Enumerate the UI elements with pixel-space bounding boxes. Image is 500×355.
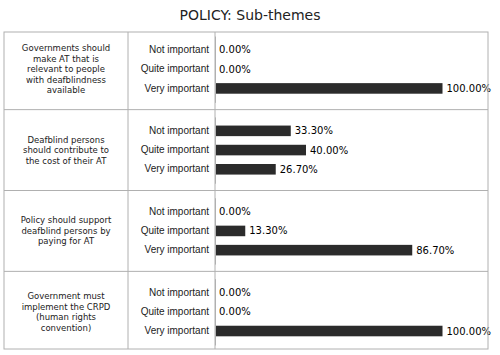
group-label-line: Governments should bbox=[22, 43, 110, 53]
value-label: 0.00% bbox=[219, 306, 251, 317]
tick: Quite important bbox=[141, 306, 210, 317]
tick-label: Very important bbox=[145, 325, 210, 336]
group-divider bbox=[4, 109, 488, 110]
value-label: 0.00% bbox=[219, 287, 251, 298]
bars bbox=[215, 83, 443, 336]
tick: Very important bbox=[145, 83, 210, 94]
y-axis: Not important Quite important Very importa… bbox=[141, 117, 216, 183]
value-label: 100.00% bbox=[447, 326, 492, 337]
tick-label: Not important bbox=[149, 125, 209, 136]
tick: Not important bbox=[149, 287, 209, 298]
tick-label: Very important bbox=[145, 163, 210, 174]
value-label: 0.00% bbox=[219, 206, 251, 217]
tick-label: Quite important bbox=[141, 225, 210, 236]
group-label-line: deafblind persons by bbox=[21, 226, 110, 236]
value-label: 13.30% bbox=[249, 225, 287, 236]
group-label-line: (human rights bbox=[36, 312, 97, 322]
y-axis: Not important Quite important Very importa… bbox=[141, 279, 216, 345]
value-label: 100.00% bbox=[447, 83, 492, 94]
bar bbox=[215, 145, 306, 156]
tick: Quite important bbox=[141, 144, 210, 155]
group-label: Governments shouldmake AT that isrelevan… bbox=[22, 43, 110, 95]
tick-label: Quite important bbox=[141, 144, 210, 155]
bar bbox=[215, 226, 245, 237]
group-label-line: the cost of their AT bbox=[26, 156, 108, 166]
tick: Not important bbox=[149, 206, 209, 217]
tick: Quite important bbox=[141, 225, 210, 236]
group-label-line: convention) bbox=[41, 323, 92, 333]
group-label: Deafblind personsshould contribute tothe… bbox=[23, 135, 109, 166]
y-axis: Not important Quite important Very importa… bbox=[141, 37, 216, 103]
frame-border bbox=[4, 32, 488, 349]
tick-label: Quite important bbox=[141, 306, 210, 317]
group-label-line: relevant to people bbox=[27, 64, 105, 74]
value-label: 86.70% bbox=[416, 245, 454, 256]
group-label: Policy should supportdeafblind persons b… bbox=[21, 215, 112, 246]
plot: 0.00% 0.00% 100.00% Not important Quite impo… bbox=[4, 32, 491, 349]
bar bbox=[215, 245, 412, 256]
group-label-line: should contribute to bbox=[23, 145, 109, 155]
group-label-line: Deafblind persons bbox=[27, 135, 105, 145]
tick-label: Not important bbox=[149, 44, 209, 55]
group-label-line: make AT that is bbox=[33, 54, 99, 64]
tick-label: Not important bbox=[149, 287, 209, 298]
value-label: 0.00% bbox=[219, 64, 251, 75]
tick: Quite important bbox=[141, 63, 210, 74]
tick: Very important bbox=[145, 163, 210, 174]
group-label-line: paying for AT bbox=[38, 236, 95, 246]
bar bbox=[215, 326, 443, 337]
tick: Not important bbox=[149, 125, 209, 136]
tick-label: Very important bbox=[145, 83, 210, 94]
group-label-line: Policy should support bbox=[21, 215, 112, 225]
value-label: 0.00% bbox=[219, 44, 251, 55]
tick: Not important bbox=[149, 44, 209, 55]
y-axis: Not important Quite important Very importa… bbox=[141, 198, 216, 264]
tick: Very important bbox=[145, 244, 210, 255]
group-label-line: Government must bbox=[27, 291, 105, 301]
value-label: 33.30% bbox=[295, 125, 333, 136]
value-label: 40.00% bbox=[310, 145, 348, 156]
label-separator bbox=[128, 32, 129, 349]
tick-label: Not important bbox=[149, 206, 209, 217]
group-label: Government mustimplement the CRPD(human … bbox=[22, 291, 111, 333]
value-label: 26.70% bbox=[280, 164, 318, 175]
group-label-line: with deafblindness bbox=[26, 75, 107, 85]
group-divider bbox=[4, 271, 488, 272]
tick-label: Very important bbox=[145, 244, 210, 255]
bar bbox=[215, 83, 443, 94]
x-range-start bbox=[215, 32, 216, 349]
group-divider bbox=[4, 190, 488, 191]
bar bbox=[215, 164, 276, 175]
title: POLICY: Sub-themes bbox=[180, 7, 321, 23]
group-label-line: implement the CRPD bbox=[22, 302, 111, 312]
chart: POLICY: Sub-themes 0.00% 0.00% 100.00% Not i… bbox=[0, 0, 500, 355]
frame bbox=[4, 32, 488, 349]
tick-label: Quite important bbox=[141, 63, 210, 74]
tick: Very important bbox=[145, 325, 210, 336]
bar bbox=[215, 126, 291, 137]
group-label-line: available bbox=[47, 85, 85, 95]
